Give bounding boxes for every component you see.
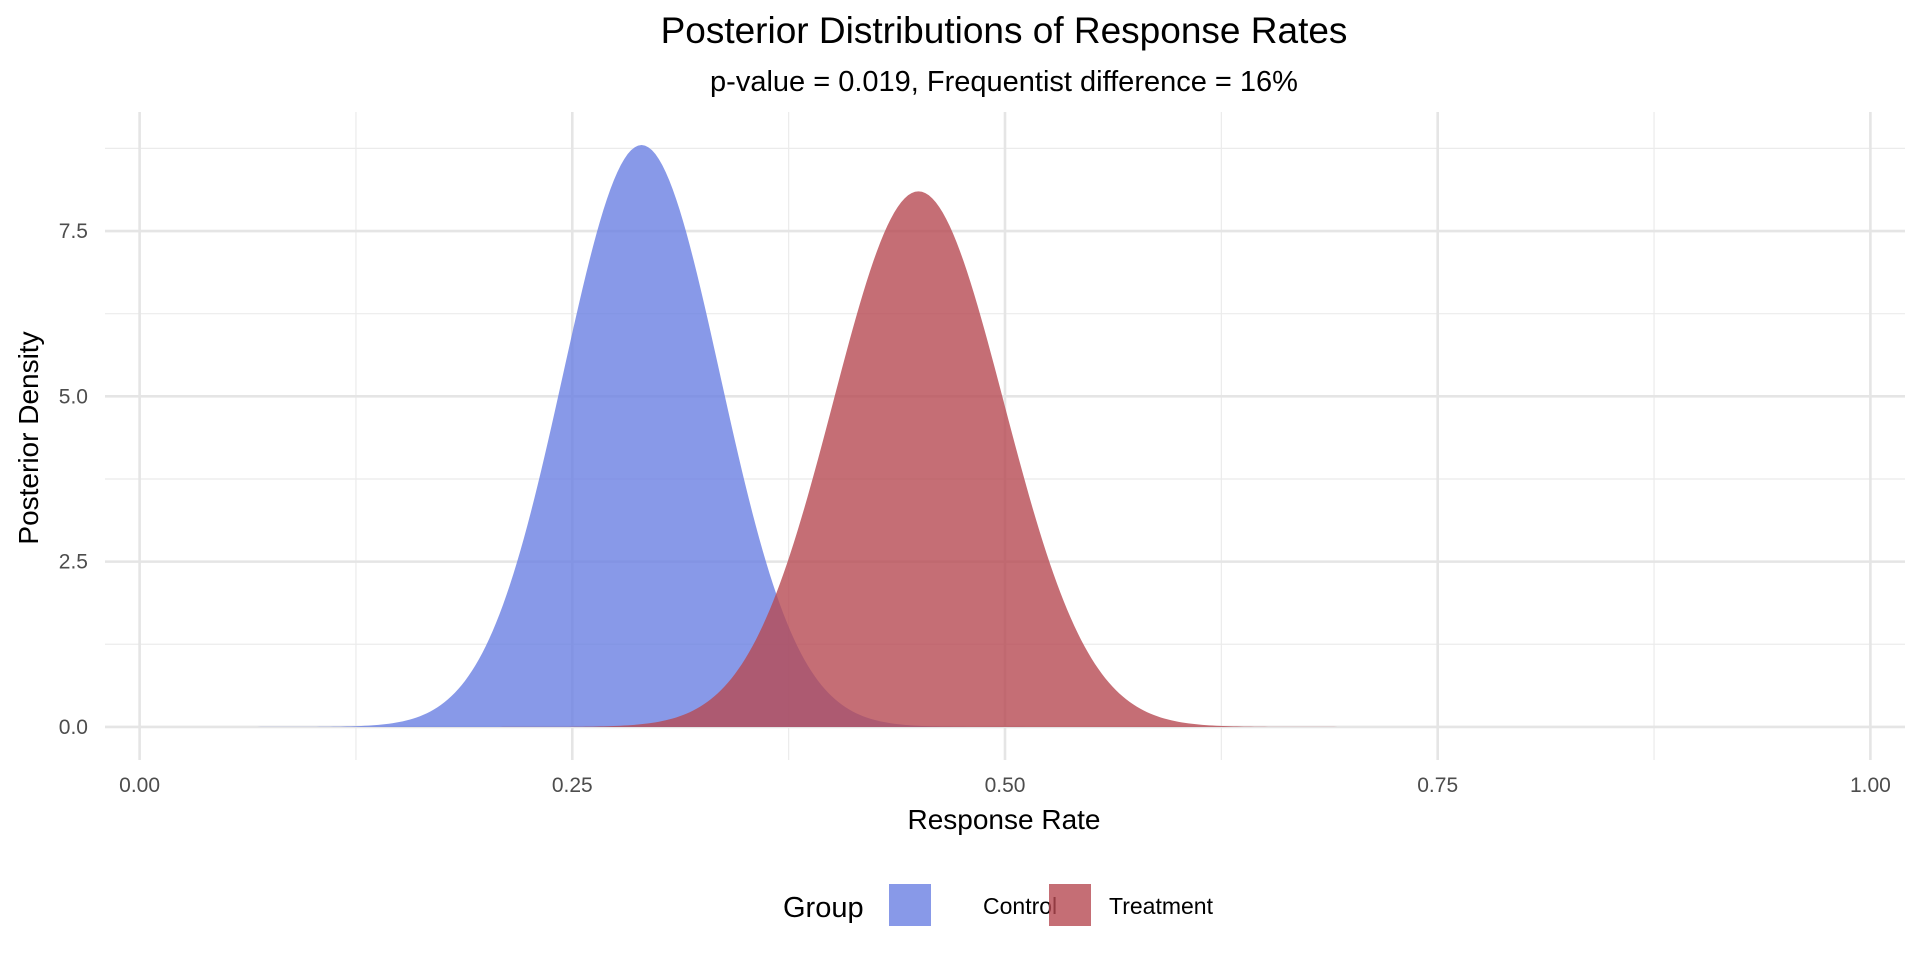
x-tick-label: 0.25 (552, 774, 593, 797)
y-axis-title: Posterior Density (13, 331, 44, 544)
y-tick-label: 2.5 (59, 551, 88, 574)
legend-key-treatment (1049, 884, 1091, 926)
legend-label-treatment: Treatment (1109, 893, 1214, 919)
x-axis-title: Response Rate (907, 804, 1100, 835)
density-series (139, 145, 1871, 727)
y-axis-ticks: 0.0 2.5 5.0 7.5 (59, 220, 88, 739)
legend-label-control: Control (983, 893, 1057, 919)
density-area-control (139, 145, 1871, 727)
density-area-treatment (139, 191, 1871, 727)
y-tick-label: 0.0 (59, 716, 88, 739)
legend-key-control (889, 884, 931, 926)
x-tick-label: 0.00 (119, 774, 160, 797)
legend-items: Control Treatment (889, 884, 1214, 926)
y-tick-label: 7.5 (59, 220, 88, 243)
x-tick-label: 1.00 (1850, 774, 1891, 797)
legend: Group Control Treatment (783, 884, 1214, 926)
x-tick-label: 0.75 (1417, 774, 1458, 797)
x-axis-ticks: 0.00 0.25 0.50 0.75 1.00 (119, 774, 1891, 797)
legend-title: Group (783, 892, 864, 924)
y-tick-label: 5.0 (59, 385, 88, 408)
chart-title: Posterior Distributions of Response Rate… (661, 10, 1348, 51)
x-tick-label: 0.50 (985, 774, 1026, 797)
chart-subtitle: p-value = 0.019, Frequentist difference … (710, 66, 1298, 98)
